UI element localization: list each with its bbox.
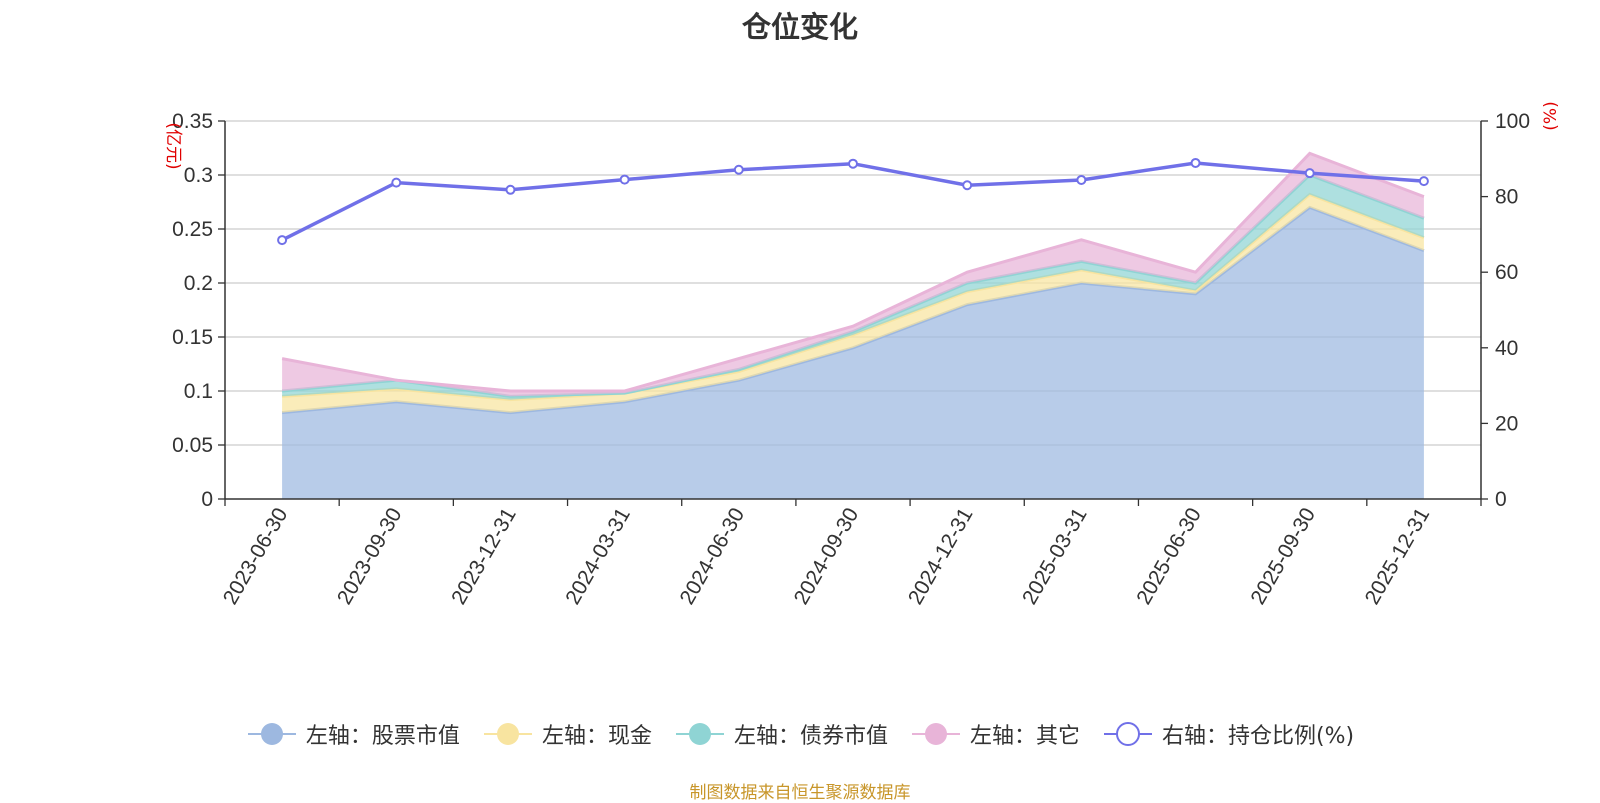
legend-label: 左轴：债券市值 — [733, 724, 888, 749]
legend-item-3[interactable]: 左轴：债券市值 — [674, 718, 888, 750]
holding-ratio-point — [1190, 157, 1201, 168]
area-2 — [282, 194, 1424, 413]
right-tick-label: 40 — [1495, 337, 1518, 360]
x-tick-label: 2023-09-30 — [333, 504, 407, 609]
area-layer — [281, 151, 1425, 499]
holding-ratio-point — [505, 184, 516, 195]
right-axis-unit: (%) — [1541, 101, 1561, 130]
legend-label: 右轴：持仓比例(%) — [1161, 724, 1355, 749]
area-1 — [282, 207, 1424, 499]
line-layer — [277, 157, 1429, 246]
legend-item-4[interactable]: 左轴：其它 — [910, 718, 1080, 750]
chart-title: 仓位变化 — [741, 12, 858, 44]
holding-ratio-point — [391, 177, 402, 188]
x-tick-label: 2025-09-30 — [1246, 504, 1320, 609]
legend-label: 左轴：现金 — [541, 724, 652, 749]
legend-marker-icon — [911, 723, 960, 745]
x-tick-label: 2025-03-31 — [1018, 504, 1092, 609]
x-tick-label: 2023-06-30 — [219, 504, 293, 609]
legend-label: 左轴：股票市值 — [305, 724, 460, 749]
left-tick-label: 0.2 — [184, 272, 213, 295]
right-tick-label: 60 — [1495, 261, 1518, 284]
area-4 — [282, 153, 1424, 397]
holding-ratio-point — [1076, 174, 1087, 185]
x-tick-label: 2024-09-30 — [790, 504, 864, 609]
holding-ratio-point — [733, 164, 744, 175]
x-tick-label: 2023-12-31 — [447, 504, 521, 609]
area-edge-4 — [281, 151, 1425, 393]
axis-layer — [218, 120, 1488, 506]
holding-ratio-point — [962, 180, 973, 191]
left-tick-label: 0.3 — [184, 164, 213, 187]
legend-marker-icon — [247, 723, 296, 745]
left-tick-label: 0.25 — [172, 218, 213, 241]
x-tick-label: 2025-06-30 — [1132, 504, 1206, 609]
x-tick-label: 2024-06-30 — [676, 504, 750, 609]
holding-ratio-point — [1304, 168, 1315, 179]
left-tick-label: 0.05 — [172, 434, 213, 457]
left-tick-label: 0.1 — [184, 380, 213, 403]
x-tick-label: 2024-12-31 — [904, 504, 978, 609]
left-tick-label: 0.15 — [172, 326, 213, 349]
legend-marker-icon — [483, 723, 532, 745]
legend-label: 左轴：其它 — [969, 724, 1080, 749]
holding-ratio-point — [1418, 176, 1429, 187]
holding-ratio-point — [619, 174, 630, 185]
left-tick-label: 0 — [201, 488, 213, 511]
left-tick-label: 0.35 — [172, 110, 213, 133]
legend-marker-icon — [675, 723, 724, 745]
data-source-note: 制图数据来自恒生聚源数据库 — [689, 783, 911, 803]
legend-item-5[interactable]: 右轴：持仓比例(%) — [1102, 718, 1354, 750]
area-3 — [282, 175, 1424, 400]
x-tick-label: 2024-03-31 — [561, 504, 635, 609]
legend: 左轴：股票市值 左轴：现金 左轴：债券市值 左轴：其它 右轴：持仓比例(%) — [0, 718, 1600, 750]
right-tick-label: 0 — [1495, 488, 1507, 511]
holding-ratio-point — [277, 235, 288, 246]
right-tick-label: 100 — [1495, 110, 1530, 133]
left-axis-unit: (亿元) — [163, 122, 183, 169]
legend-item-2[interactable]: 左轴：现金 — [482, 718, 652, 750]
right-tick-label: 20 — [1495, 412, 1518, 435]
x-tick-label: 2025-12-31 — [1361, 504, 1435, 609]
holding-ratio-point — [848, 158, 858, 169]
legend-marker-icon — [1103, 722, 1152, 746]
right-tick-label: 80 — [1495, 186, 1518, 209]
legend-item-1[interactable]: 左轴：股票市值 — [246, 718, 460, 750]
